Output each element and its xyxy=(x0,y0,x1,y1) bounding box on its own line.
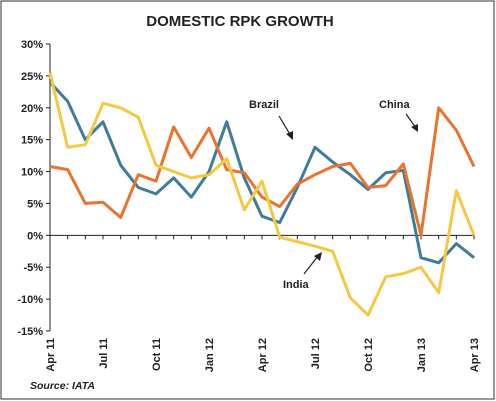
arrow xyxy=(303,255,319,275)
y-tick-label: 20% xyxy=(21,103,43,115)
chart-title: DOMESTIC RPK GROWTH xyxy=(146,13,334,30)
arrowhead xyxy=(314,252,322,261)
x-tick-label: Jul 11 xyxy=(98,338,110,369)
source: Source: IATA xyxy=(30,380,95,392)
annotation: China xyxy=(379,99,410,111)
x-tick-label: Apr 12 xyxy=(257,338,269,372)
x-tick-label: Oct 11 xyxy=(151,338,163,371)
y-tick-label: -10% xyxy=(17,294,43,306)
y-tick-label: 15% xyxy=(21,135,43,147)
y-tick-label: 5% xyxy=(27,198,43,210)
x-tick-label: Jan 12 xyxy=(204,338,216,372)
y-tick-label: 30% xyxy=(21,39,43,51)
y-tick-label: -5% xyxy=(23,262,43,274)
y-tick-label: 0% xyxy=(27,230,43,242)
y-tick-label: 25% xyxy=(21,71,43,83)
line-series xyxy=(49,106,476,237)
arrowhead xyxy=(411,124,418,132)
x-tick-label: Apr 13 xyxy=(469,338,481,372)
y-tick-label: 10% xyxy=(21,167,43,179)
x-tick-label: Oct 12 xyxy=(363,338,375,372)
arrowhead xyxy=(286,131,293,140)
x-tick-label: Jan 13 xyxy=(416,338,428,372)
line-series xyxy=(48,72,476,317)
arrow xyxy=(278,115,292,137)
y-tick-label: -15% xyxy=(17,326,43,338)
line-series xyxy=(48,81,475,265)
x-tick-label: Apr 11 xyxy=(45,338,57,372)
annotation: Brazil xyxy=(249,99,279,111)
x-tick-label: Jul 12 xyxy=(310,338,322,369)
annotation: India xyxy=(283,279,310,291)
